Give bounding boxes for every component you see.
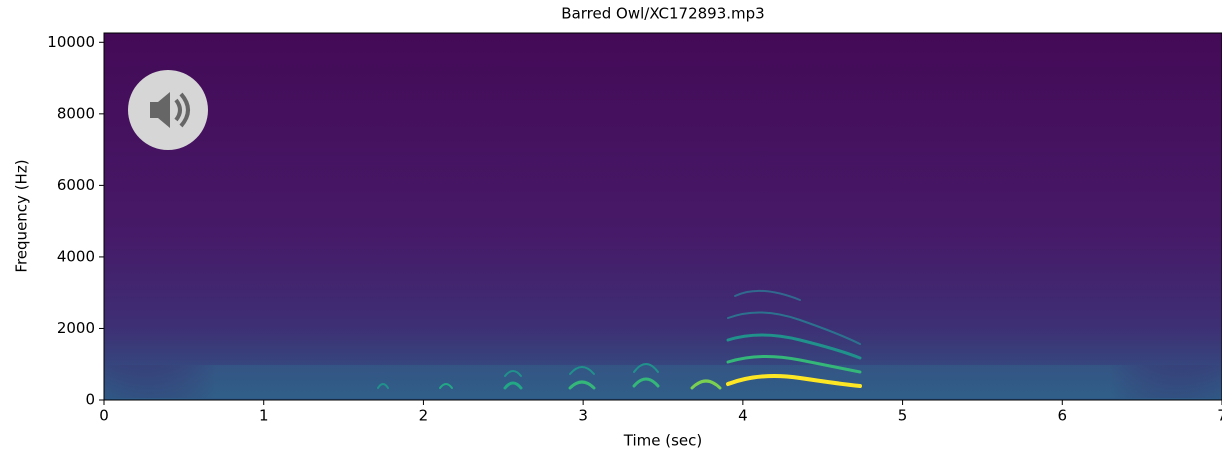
- x-tick-label: 0: [99, 407, 109, 425]
- x-tick-label: 6: [1058, 407, 1068, 425]
- x-tick-label: 7: [1217, 407, 1222, 425]
- x-tick-label: 1: [259, 407, 269, 425]
- y-tick-label: 8000: [57, 104, 95, 122]
- y-tick-label: 6000: [57, 176, 95, 194]
- y-tick-label: 2000: [57, 319, 95, 337]
- x-axis-label: Time (sec): [623, 432, 702, 450]
- y-tick-label: 10000: [47, 33, 95, 51]
- x-tick-label: 4: [738, 407, 748, 425]
- x-tick-label: 3: [578, 407, 588, 425]
- y-tick-label: 0: [85, 391, 95, 409]
- spectrogram-image: [104, 33, 1222, 400]
- y-axis-label: Frequency (Hz): [13, 159, 31, 272]
- plot-frame: [103, 32, 1222, 401]
- chart-title: Barred Owl/XC172893.mp3: [561, 5, 764, 23]
- y-tick-label: 4000: [57, 247, 95, 265]
- x-tick-label: 5: [898, 407, 908, 425]
- x-tick-label: 2: [419, 407, 429, 425]
- play-button[interactable]: [128, 70, 208, 150]
